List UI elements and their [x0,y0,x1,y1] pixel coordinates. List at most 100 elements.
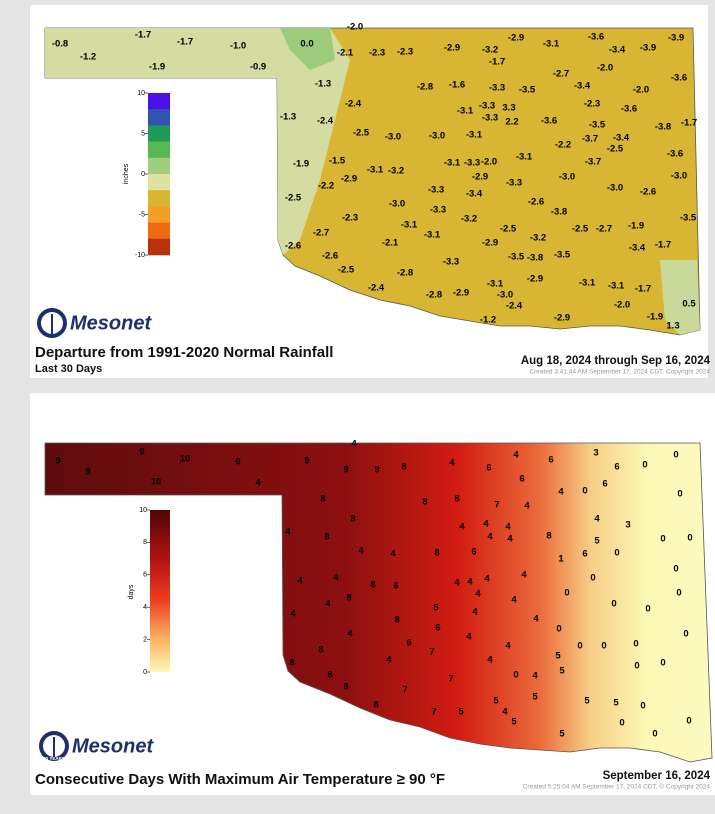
station-value: -3.3 [482,113,498,124]
station-value: 9 [235,457,240,468]
station-value: 7 [429,647,434,658]
map-subtitle: Last 30 Days [35,363,102,375]
station-value: 4 [459,522,465,533]
station-value: 0 [673,564,678,575]
station-value: 4 [467,577,473,588]
legend-swatch [148,125,170,142]
station-value: -2.5 [572,224,589,235]
station-value: -3.2 [482,45,498,56]
station-value: 0 [634,661,639,672]
legend-swatch [148,157,170,175]
station-value: -2.1 [337,48,354,59]
legend-tick-label: 8 [143,539,147,546]
station-value: 4 [358,546,364,557]
station-value: 6 [393,581,398,592]
station-value: 0 [686,716,691,727]
station-value: 0 [582,486,587,497]
station-value: 0 [601,641,606,652]
station-value: -2.5 [285,193,302,204]
station-value: 0 [642,460,647,471]
station-value: 4 [386,655,392,666]
legend-tick-label: 5 [141,130,145,137]
station-value: 5 [433,603,439,614]
legend-swatch [148,93,170,110]
station-value: -3.3 [443,257,459,268]
station-value: 0 [676,588,681,599]
station-value: -2.0 [481,157,497,168]
map-title: Consecutive Days With Maximum Air Temper… [35,771,445,788]
station-value: -2.5 [353,128,370,139]
station-value: -1.0 [230,41,246,52]
station-value: -1.7 [177,37,193,48]
station-value: -3.0 [607,183,623,194]
station-value: 3 [625,520,630,531]
station-value: -2.4 [317,116,334,127]
station-value: 6 [435,623,440,634]
station-value: -3.1 [516,152,533,163]
station-value: 8 [318,645,323,656]
station-value: -3.3 [464,158,480,169]
station-value: -3.0 [385,132,401,143]
station-value: -3.3 [506,178,522,189]
station-value: 0 [633,639,638,650]
station-value: -2.9 [554,313,570,324]
station-value: -3.0 [389,199,405,210]
station-value: -3.5 [508,252,525,263]
station-value: -3.5 [519,85,536,96]
station-value: 4 [449,458,455,469]
station-value: -2.6 [528,197,544,208]
station-value: 0 [614,548,619,559]
station-value: 4 [483,519,489,530]
station-value: -2.3 [369,48,385,59]
station-value: -1.9 [647,312,663,323]
station-value: 0 [660,658,665,669]
station-value: -1.9 [149,62,165,73]
station-value: -3.8 [527,253,543,264]
station-value: -1.7 [135,30,151,41]
station-value: 0 [687,533,692,544]
station-value: -3.1 [401,220,418,231]
legend-tick-label: 0 [141,171,145,178]
station-value: 0 [590,573,595,584]
station-value: -3.0 [429,131,445,142]
station-value: 5 [511,717,517,728]
legend-label: inches [123,163,130,184]
station-value: -3.5 [680,213,697,224]
station-value: -2.4 [368,283,385,294]
station-value: -3.8 [551,207,567,218]
station-value: -2.0 [347,22,363,33]
station-value: 4 [297,576,303,587]
station-value: -2.4 [506,301,523,312]
station-value: 0 [645,604,650,615]
legend-tick-label: 10 [139,507,147,514]
station-value: 1 [558,554,564,565]
station-value: 7 [448,674,453,685]
date-range: September 16, 2024 [603,770,711,782]
station-value: -2.9 [482,238,498,249]
station-value: -2.5 [338,265,355,276]
station-value: -3.6 [667,149,683,160]
station-value: 8 [373,700,378,711]
station-value: -3.7 [585,157,601,168]
station-value: -3.2 [388,166,404,177]
station-value: 4 [487,532,493,543]
station-value: 4 [505,522,511,533]
station-value: 0 [611,599,616,610]
station-value: -2.8 [397,268,413,279]
station-value: 8 [346,593,351,604]
station-value: -2.8 [426,290,442,301]
station-value: 0 [640,701,645,712]
legend-swatch [148,206,170,223]
station-value: 0 [564,588,569,599]
station-value: 8 [434,548,439,559]
legend-tick-label: 2 [143,636,147,643]
station-value: 4 [524,501,530,512]
legend-label: days [128,584,135,599]
station-value: 4 [347,629,353,640]
legend-tick-label: 10 [137,90,145,97]
station-value: 8 [370,580,375,591]
station-value: 6 [519,474,524,485]
station-value: 4 [487,655,493,666]
station-value: 4 [533,614,539,625]
station-value: -2.8 [417,82,433,93]
